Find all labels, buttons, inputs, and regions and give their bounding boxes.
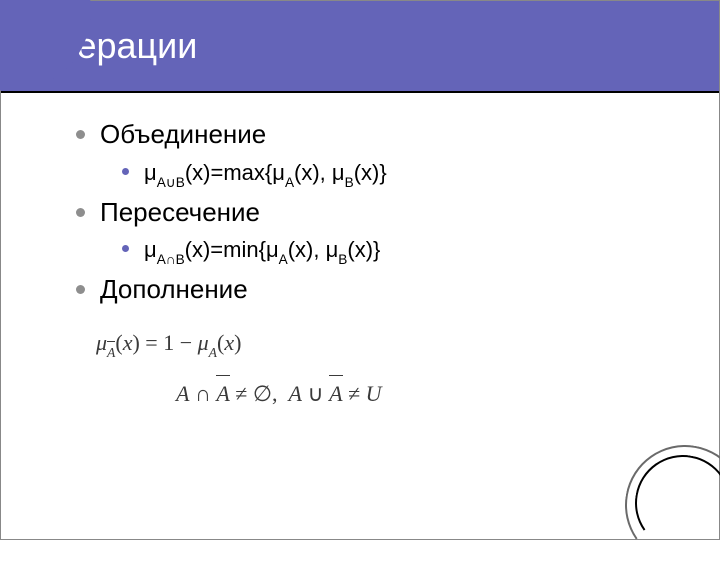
item-label: Пересечение (100, 197, 260, 227)
item-label: Объединение (100, 119, 266, 149)
title-bar: Операции (1, 1, 719, 91)
complement-formulas: μA(x) = 1 − μA(x) A ∩ A ≠ ∅, A ∪ A ≠ U (96, 323, 679, 414)
formula-item: μA∪B(x)=max{μA(x), μB(x)} (122, 156, 679, 192)
item-label: Дополнение (100, 274, 248, 304)
formula-line: μA(x) = 1 − μA(x) (96, 323, 679, 364)
list-item: Дополнение (76, 271, 679, 309)
list-item: Объединение μA∪B(x)=max{μA(x), μB(x)} (76, 116, 679, 192)
formula-item: μA∩B(x)=min{μA(x), μB(x)} (122, 233, 679, 269)
formula-line: A ∩ A ≠ ∅, A ∪ A ≠ U (176, 374, 679, 414)
horizontal-rule (1, 91, 719, 93)
corner-decoration-icon (635, 455, 695, 515)
bullet-list: Объединение μA∪B(x)=max{μA(x), μB(x)} Пе… (76, 116, 679, 309)
slide: Операции Объединение μA∪B(x)=max{μA(x), … (0, 0, 720, 540)
content-area: Объединение μA∪B(x)=max{μA(x), μB(x)} Пе… (76, 116, 679, 413)
list-item: Пересечение μA∩B(x)=min{μA(x), μB(x)} (76, 194, 679, 270)
